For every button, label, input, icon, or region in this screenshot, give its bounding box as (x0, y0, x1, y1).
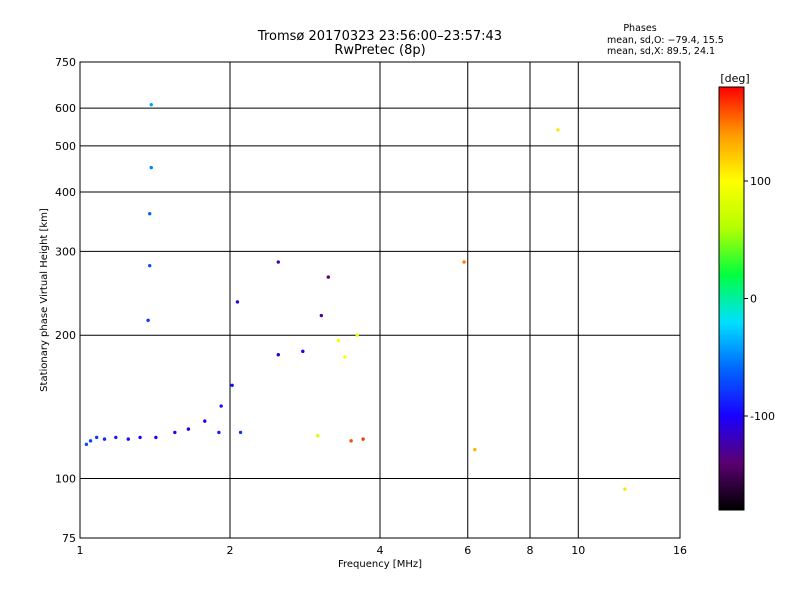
o-mode-point (149, 165, 153, 170)
y-axis-ticks: 75 100 200 300 400 500 600 750 (55, 56, 76, 545)
y-tick-label: 400 (55, 186, 76, 199)
x-tick-label: 1 (77, 544, 84, 557)
x-mode-point (556, 128, 560, 132)
o-mode-point (319, 313, 324, 318)
o-mode-point (84, 442, 89, 447)
o-mode-point (276, 353, 280, 357)
o-mode-point (146, 318, 150, 322)
y-tick-label: 75 (62, 532, 76, 545)
x-tick-label: 4 (377, 544, 384, 557)
o-mode-point (276, 260, 280, 264)
o-mode-point (219, 404, 223, 408)
o-mode-point (102, 437, 107, 441)
y-tick-label: 750 (55, 56, 76, 69)
o-mode-point (301, 349, 305, 354)
x-tick-label: 2 (227, 544, 234, 557)
x-mode-point (623, 487, 627, 491)
x-axis-ticks: 1 2 4 6 8 10 16 (77, 544, 688, 557)
o-mode-point (148, 263, 152, 268)
colorbar-tick-label: -100 (750, 410, 775, 423)
x-tick-label: 8 (527, 544, 534, 557)
y-tick-label: 100 (55, 473, 76, 486)
x-mode-point (349, 439, 353, 443)
x-mode-point (355, 333, 359, 337)
o-mode-point (94, 435, 99, 440)
y-tick-label: 600 (55, 102, 76, 115)
x-axis-label: Frequency [MHz] (338, 559, 422, 570)
info-line-o: mean, sd,O: −79.4, 15.5 (607, 35, 724, 46)
o-mode-point (149, 103, 153, 107)
info-line-x: mean, sd,X: 89.5, 24.1 (607, 46, 715, 57)
o-mode-point (114, 435, 118, 440)
o-mode-point (203, 419, 207, 423)
chart-subtitle: RwPretec (8p) (334, 43, 425, 58)
o-mode-point (230, 383, 234, 387)
o-mode-point (148, 212, 152, 216)
colorbar-tick-label: 100 (750, 175, 771, 188)
x-tick-label: 16 (673, 544, 687, 557)
x-mode-point (462, 260, 466, 264)
data-points (84, 103, 627, 491)
colorbar-label: [deg] (720, 72, 749, 85)
o-mode-point (126, 437, 130, 441)
o-mode-point (326, 275, 331, 279)
y-tick-label: 300 (55, 245, 76, 258)
x-mode-point (343, 355, 347, 359)
y-tick-label: 500 (55, 140, 76, 153)
x-tick-label: 6 (464, 544, 471, 557)
grid-lines (80, 62, 680, 538)
info-header: Phases (623, 23, 656, 34)
colorbar (718, 86, 745, 511)
o-mode-point (238, 430, 243, 435)
o-mode-point (173, 430, 177, 435)
o-mode-point (186, 427, 191, 431)
y-axis-label: Stationary phase Virtual Height [km] (39, 208, 50, 392)
o-mode-point (88, 439, 93, 443)
o-mode-point (217, 430, 221, 435)
chart-title: Tromsø 20170323 23:56:00–23:57:43 (257, 29, 502, 44)
o-mode-point (235, 300, 240, 304)
y-tick-label: 200 (55, 329, 76, 342)
colorbar-tick-label: 0 (750, 293, 757, 306)
x-mode-point (316, 434, 320, 438)
x-mode-point (361, 437, 365, 441)
x-mode-point (336, 338, 341, 343)
o-mode-point (154, 435, 158, 440)
colorbar-ticks: 100 0 -100 (744, 175, 775, 423)
x-mode-point (473, 447, 477, 452)
o-mode-point (138, 435, 142, 440)
x-tick-label: 10 (571, 544, 585, 557)
